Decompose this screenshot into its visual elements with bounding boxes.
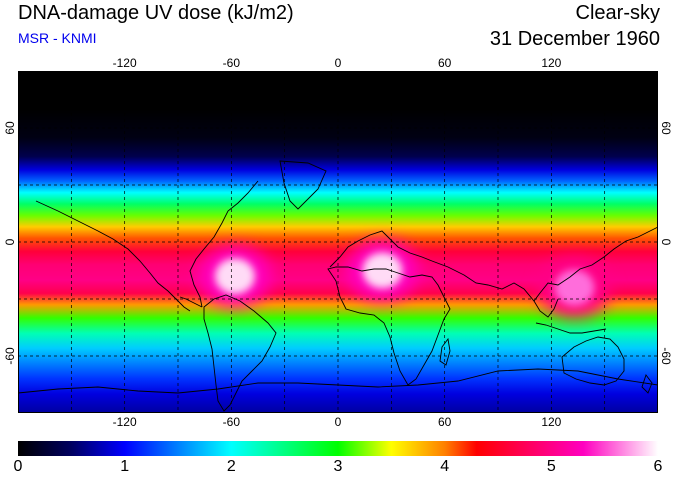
coast-greenland bbox=[279, 160, 327, 210]
bottom-lon-tick-label: -60 bbox=[222, 415, 240, 429]
high-dose-core-south-america bbox=[214, 258, 255, 295]
right-lat-tick-label: 60 bbox=[659, 121, 673, 135]
coast-indochina bbox=[533, 298, 559, 318]
left-lat-tick-label: -60 bbox=[3, 347, 17, 365]
colorbar-tick-label: 0 bbox=[13, 458, 23, 475]
right-lat-tick-label: -60 bbox=[659, 347, 673, 365]
coast-north-america-east bbox=[189, 180, 259, 308]
coast-south-america bbox=[203, 294, 277, 412]
map-title: DNA-damage UV dose (kJ/m2) bbox=[18, 2, 294, 24]
top-lon-tick-label: -120 bbox=[112, 56, 137, 70]
colorbar-tick-label: 3 bbox=[333, 458, 343, 475]
uv-dose-map-svg bbox=[18, 71, 658, 413]
top-lon-tick-label: 60 bbox=[437, 56, 452, 70]
sky-condition-label: Clear-sky bbox=[575, 2, 660, 24]
bottom-lon-tick-label: 60 bbox=[437, 415, 452, 429]
bottom-lon-tick-label: -120 bbox=[112, 415, 137, 429]
high-dose-core-australia bbox=[554, 269, 595, 306]
colorbar-tick-label: 4 bbox=[440, 458, 450, 475]
top-lon-tick-label: -60 bbox=[222, 56, 240, 70]
colorbar-tick-label: 1 bbox=[120, 458, 130, 475]
colorbar-svg bbox=[18, 441, 658, 456]
institute-label: MSR - KNMI bbox=[18, 30, 97, 46]
coast-asia bbox=[431, 226, 658, 302]
left-lat-tick-label: 0 bbox=[3, 238, 17, 246]
top-lon-tick-label: 120 bbox=[541, 56, 562, 70]
bottom-lon-tick-label: 0 bbox=[334, 415, 342, 429]
left-lat-tick-label: 60 bbox=[3, 121, 17, 135]
coast-africa bbox=[327, 266, 451, 386]
colorbar-tick-label: 5 bbox=[546, 458, 556, 475]
high-dose-core-southern-africa bbox=[362, 252, 403, 289]
colorbar-tick-label: 2 bbox=[226, 458, 236, 475]
uv-dose-map bbox=[18, 71, 658, 413]
right-lat-tick-label: 0 bbox=[659, 238, 673, 246]
date-label: 31 December 1960 bbox=[489, 28, 660, 50]
coast-australia bbox=[561, 336, 625, 386]
bottom-lon-tick-label: 120 bbox=[541, 415, 562, 429]
coast-indonesia bbox=[535, 322, 607, 334]
coast-europe bbox=[329, 230, 433, 268]
top-lon-tick-label: 0 bbox=[334, 56, 342, 70]
coast-madagascar bbox=[439, 337, 451, 366]
colorbar bbox=[18, 441, 658, 456]
colorbar-gradient bbox=[18, 441, 658, 456]
graticule bbox=[18, 71, 658, 413]
map-frame bbox=[18, 71, 658, 413]
colorbar-tick-label: 6 bbox=[653, 458, 663, 475]
coast-gulf bbox=[179, 296, 203, 308]
